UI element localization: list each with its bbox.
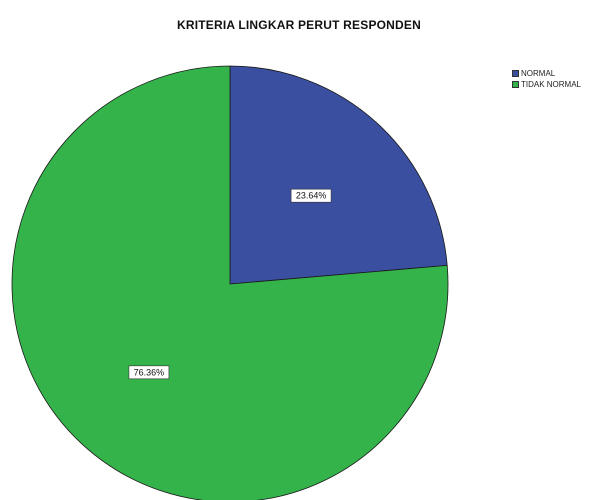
- legend-swatch-normal: [512, 70, 519, 77]
- pie-slice-tidak-normal: [11, 65, 449, 500]
- legend-item-tidak-normal: TIDAK NORMAL: [512, 79, 581, 90]
- legend: NORMAL TIDAK NORMAL: [512, 68, 581, 90]
- chart-title: KRITERIA LINGKAR PERUT RESPONDEN: [177, 18, 421, 32]
- pie-slice-normal: [229, 65, 448, 285]
- data-label-text-tidak-normal: 76.36%: [134, 367, 165, 377]
- data-label-normal: 23.64%: [290, 188, 332, 203]
- data-label-box-tidak-normal: [128, 365, 170, 380]
- data-label-tidak-normal: 76.36%: [128, 365, 170, 380]
- legend-item-normal: NORMAL: [512, 68, 581, 79]
- legend-swatch-tidak-normal: [512, 81, 519, 88]
- legend-label-tidak-normal: TIDAK NORMAL: [521, 80, 582, 89]
- legend-label-normal: NORMAL: [521, 69, 556, 78]
- data-label-text-normal: 23.64%: [296, 191, 327, 201]
- data-label-box-normal: [290, 188, 332, 203]
